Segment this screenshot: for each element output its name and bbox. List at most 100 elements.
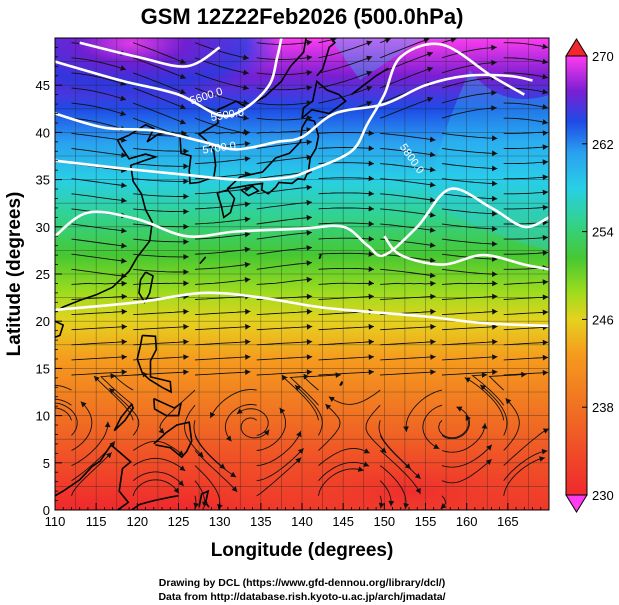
streamline-arrowhead <box>306 276 313 283</box>
streamline <box>488 373 527 391</box>
streamline <box>133 147 189 152</box>
streamline-arrowhead <box>306 70 313 76</box>
streamline <box>441 341 498 346</box>
streamline-arrowhead <box>429 197 436 203</box>
streamline <box>441 326 498 331</box>
streamline-arrowhead <box>366 101 373 107</box>
streamline <box>55 407 72 421</box>
streamline-arrowhead <box>430 369 436 375</box>
streamline-arrowhead <box>368 160 374 167</box>
streamline-arrowhead <box>20 395 26 401</box>
streamline-arrowhead <box>542 339 549 346</box>
streamline <box>503 296 549 300</box>
streamline <box>71 57 127 71</box>
streamline-arrowhead <box>542 144 549 150</box>
streamline-arrowhead <box>388 500 395 507</box>
streamline-arrowhead <box>542 250 549 256</box>
streamline <box>133 341 189 346</box>
streamline <box>71 72 127 86</box>
streamline <box>71 193 127 202</box>
x-tick-label: 140 <box>291 514 313 529</box>
streamline-arrowhead <box>244 171 251 177</box>
streamline <box>133 87 186 109</box>
streamline <box>318 222 375 225</box>
streamline <box>503 102 548 109</box>
streamline-arrowhead <box>357 466 364 472</box>
colorbar-max-arrow <box>565 38 588 57</box>
streamline <box>194 102 249 120</box>
streamline-arrowhead <box>243 128 249 135</box>
streamline-arrowhead <box>80 401 87 408</box>
streamline <box>194 371 251 376</box>
streamline <box>256 341 313 346</box>
streamline-arrowhead <box>179 58 186 64</box>
streamline-arrowhead <box>368 205 374 212</box>
streamline-arrowhead <box>179 103 186 110</box>
streamline-arrowhead <box>492 323 498 330</box>
streamline <box>441 268 498 275</box>
streamline-arrowhead <box>430 339 436 345</box>
streamline-arrowhead <box>306 214 312 221</box>
streamline-arrowhead <box>542 43 548 50</box>
streamline <box>133 102 186 125</box>
streamline-arrowhead <box>486 444 492 451</box>
streamline-arrowhead <box>403 503 409 509</box>
streamline <box>380 238 436 247</box>
streamline <box>422 404 443 450</box>
streamline <box>380 163 436 171</box>
streamline <box>133 223 189 228</box>
streamline <box>380 178 436 186</box>
streamline-arrowhead <box>306 230 312 236</box>
streamline <box>441 406 470 440</box>
streamline <box>55 402 78 436</box>
streamline-arrowhead <box>368 236 374 242</box>
streamline <box>256 356 313 361</box>
streamline <box>194 172 251 180</box>
streamline <box>380 97 434 119</box>
streamline <box>503 457 545 496</box>
streamline <box>93 375 134 421</box>
streamline <box>194 131 251 134</box>
streamline <box>256 156 313 165</box>
streamline <box>503 146 549 149</box>
streamline <box>256 216 313 225</box>
streamline-arrowhead <box>210 412 216 418</box>
contour-label: 5500.0 <box>210 106 245 124</box>
contour-5900 <box>55 291 549 328</box>
streamline <box>318 56 373 74</box>
streamline-arrowhead <box>243 114 249 121</box>
streamline-arrowhead <box>306 245 312 251</box>
streamline-arrowhead <box>106 452 112 459</box>
streamline <box>236 408 269 436</box>
streamline-arrowhead <box>306 85 313 91</box>
x-tick-label: 160 <box>456 514 478 529</box>
streamline-arrowhead <box>542 130 549 136</box>
colorbar-tick-label: 254 <box>592 225 614 240</box>
streamline-arrowhead <box>368 145 374 152</box>
streamline-arrowhead <box>505 398 512 405</box>
streamline <box>441 295 498 300</box>
streamline <box>133 238 189 243</box>
streamline-arrowhead <box>492 210 498 217</box>
streamline <box>71 268 127 277</box>
streamline <box>256 56 313 60</box>
coastline-luzon <box>136 334 173 394</box>
streamline-arrowhead <box>542 309 549 316</box>
streamline-arrowhead <box>219 463 226 469</box>
streamline-arrowhead <box>306 54 313 61</box>
streamline <box>71 132 127 142</box>
streamline-arrowhead <box>244 216 251 223</box>
streamline <box>71 253 127 262</box>
streamline-arrowhead <box>542 294 549 301</box>
streamline-arrowhead <box>306 39 313 46</box>
streamline <box>380 341 436 346</box>
streamline-arrowhead <box>491 44 497 51</box>
streamline-arrowhead <box>263 429 270 436</box>
streamline <box>256 101 313 106</box>
contour-5600 <box>55 73 533 151</box>
streamline <box>71 326 128 331</box>
streamline <box>289 375 319 406</box>
streamline-arrowhead <box>380 447 387 453</box>
streamline <box>133 371 189 376</box>
